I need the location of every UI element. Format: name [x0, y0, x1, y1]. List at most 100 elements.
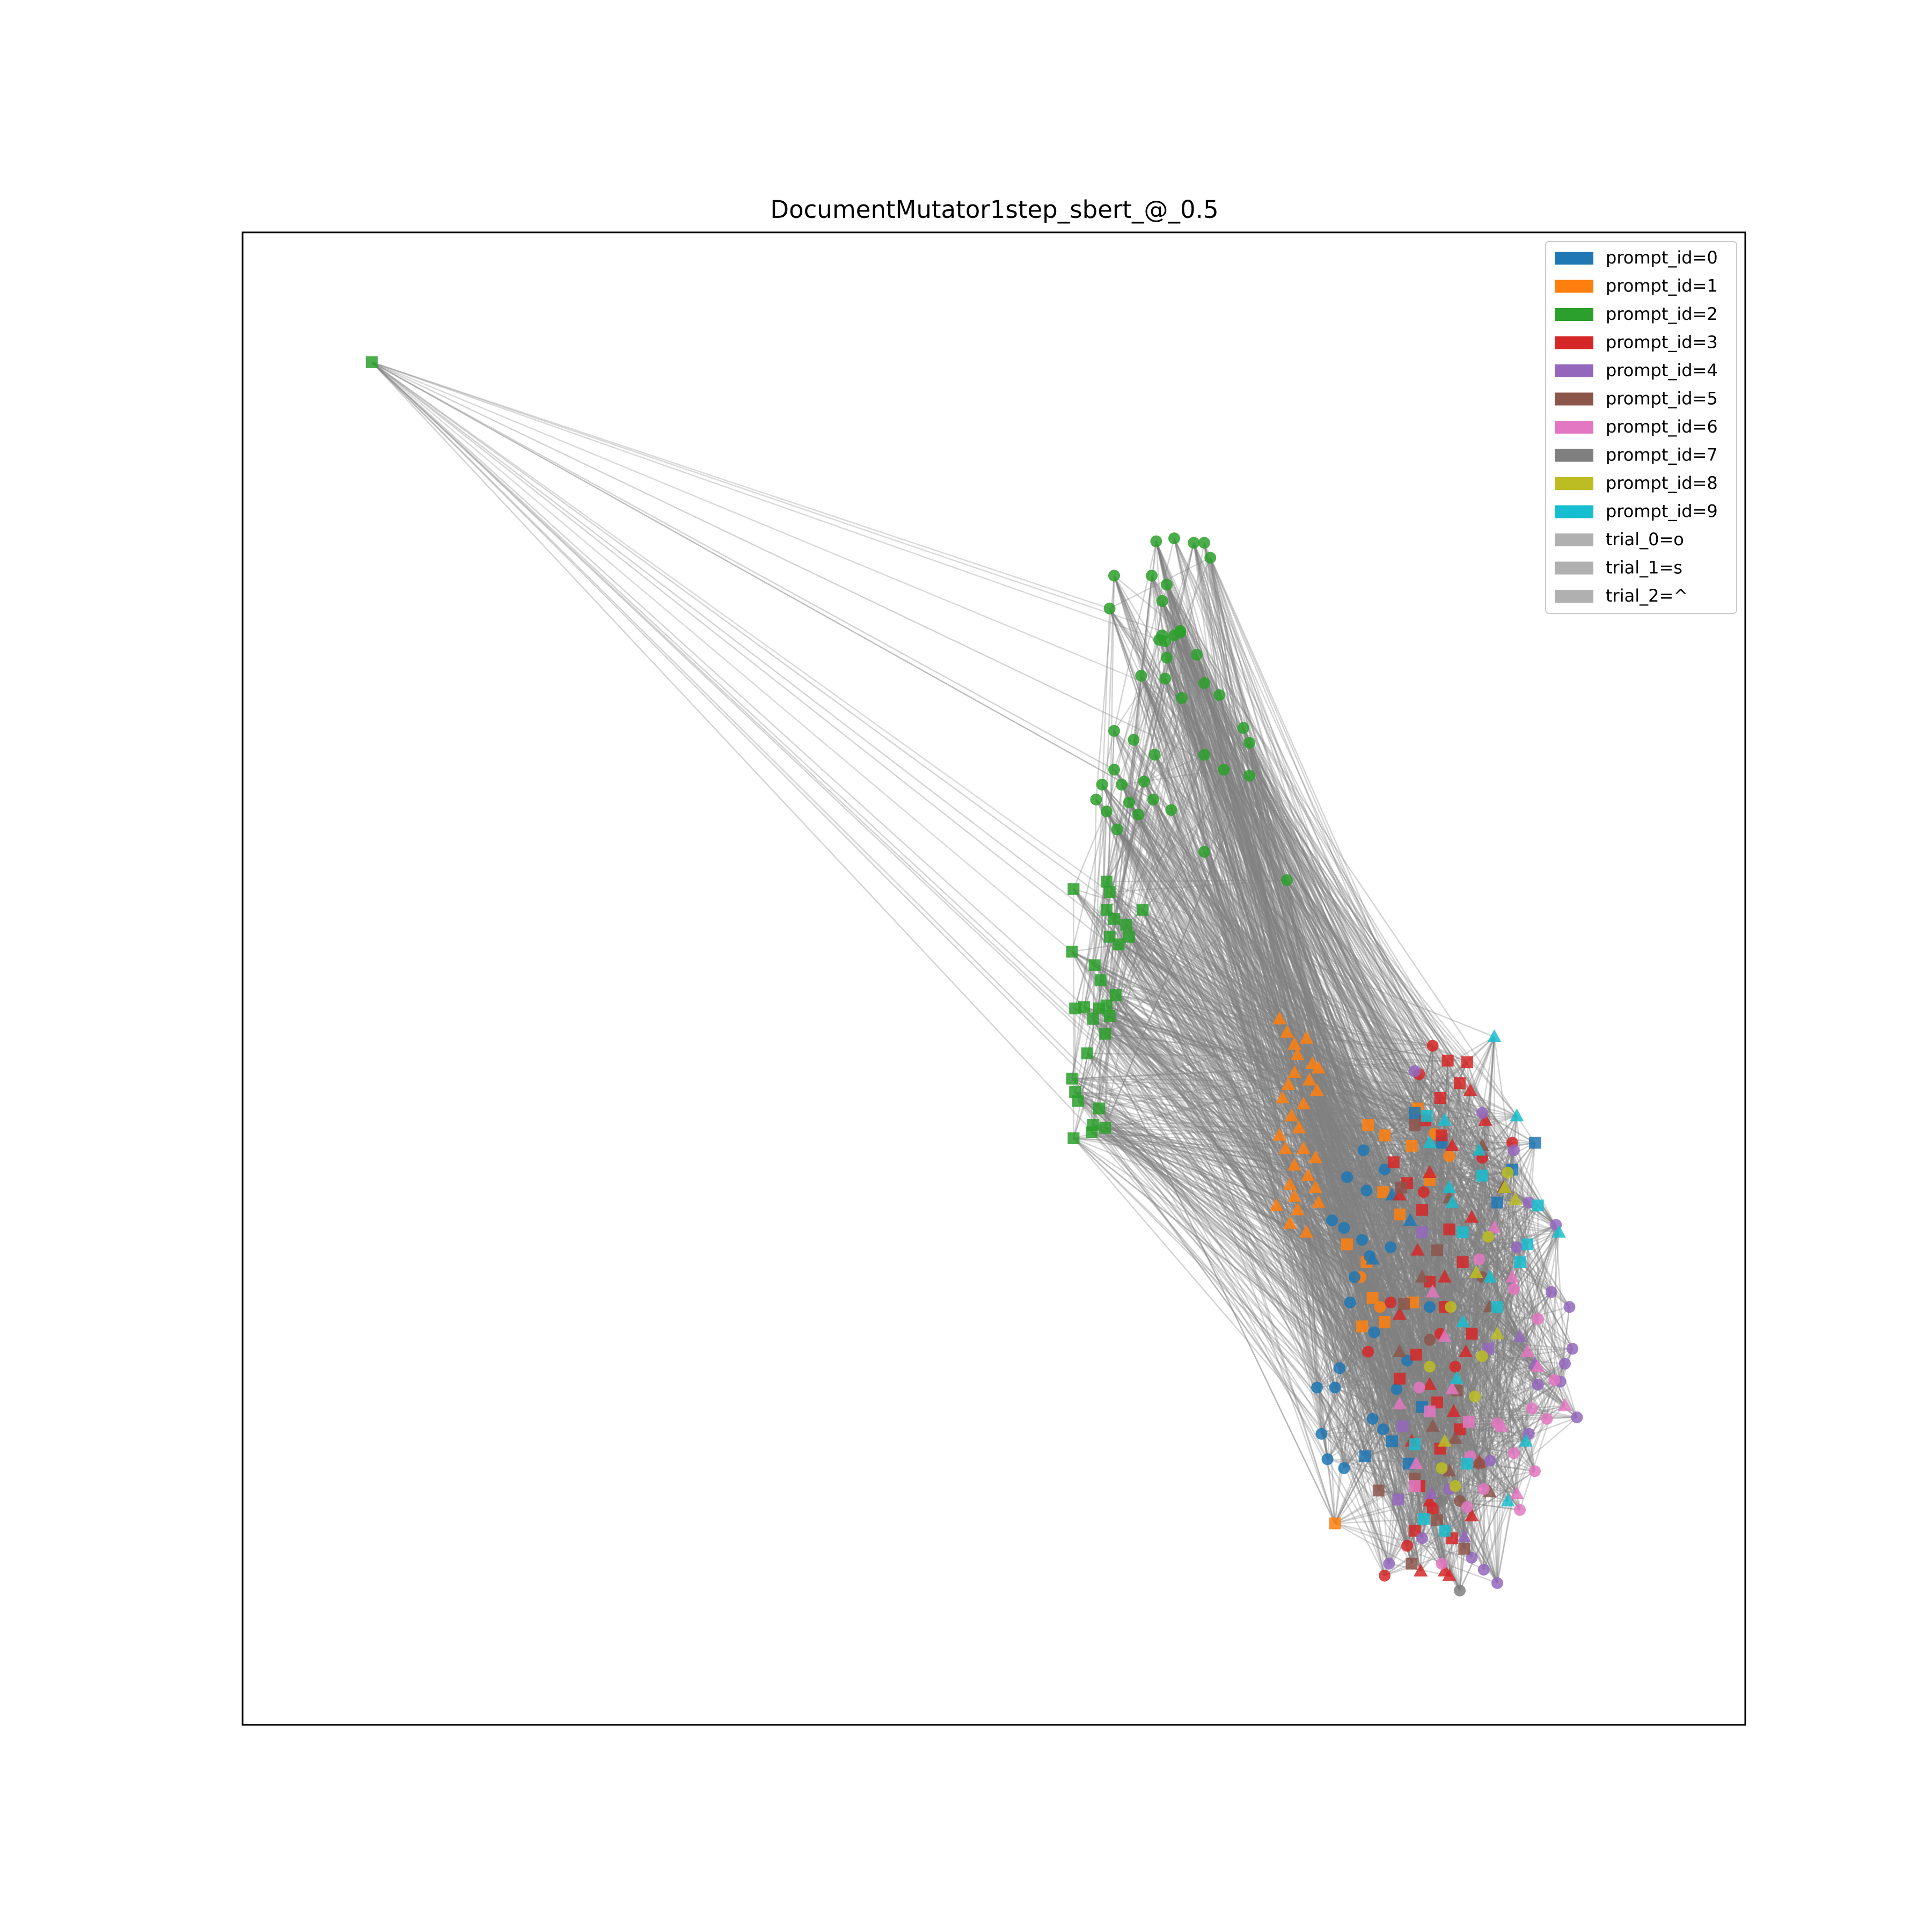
graph-edge-685: [1321, 1384, 1430, 1435]
graph-edge-2034: [1294, 1072, 1539, 1206]
graph-edge-1447: [1154, 754, 1491, 1307]
graph-edge-251: [1137, 814, 1536, 1364]
graph-edge-1675: [1113, 918, 1390, 1564]
graph-edge-2161: [1392, 1429, 1460, 1442]
graph-edge-1106: [1105, 1033, 1419, 1075]
graph-edge-1504: [1104, 1033, 1381, 1308]
graph-edge-2439: [1113, 575, 1438, 1403]
graph-edge-2261: [1331, 1220, 1408, 1546]
graph-edge-297: [1242, 727, 1456, 1367]
graph-edge-650: [1223, 769, 1410, 1464]
graph-edge-603: [1487, 1247, 1518, 1349]
graph-edge-485: [1092, 1018, 1385, 1322]
graph-edge-2500: [1314, 1158, 1345, 1468]
graph-edge-1857: [1181, 698, 1521, 1511]
graph-edge-1467: [1479, 1426, 1503, 1464]
graph-edge-2079: [1285, 1115, 1517, 1150]
graph-edge-1719: [1161, 635, 1480, 1462]
graph-edge-1743: [1218, 694, 1345, 1228]
graph-edge-546: [1109, 608, 1422, 1571]
graph-edge-2133: [1481, 1356, 1521, 1510]
graph-edge-255: [1560, 1307, 1570, 1382]
node-prompt-6-trial-2-283: [1520, 1344, 1534, 1357]
graph-edge-885: [1074, 1007, 1516, 1201]
graph-edge-1299: [1308, 1080, 1320, 1203]
graph-edge-1489: [1479, 1277, 1513, 1464]
graph-edge-310: [1203, 851, 1397, 1389]
graph-edge-2307: [1406, 1183, 1476, 1397]
graph-edge-2330: [1114, 918, 1423, 1278]
graph-edge-944: [1334, 1478, 1415, 1524]
graph-edge-1087: [1293, 1072, 1453, 1539]
node-prompt-2-trial-1-54: [1137, 904, 1149, 916]
graph-edge-2320: [1286, 880, 1384, 1430]
node-prompt-9-trial-1-317: [1417, 1513, 1430, 1525]
graph-edge-1330: [1286, 880, 1498, 1203]
graph-edge-2465: [1109, 936, 1428, 1117]
graph-edge-1251: [1479, 1262, 1521, 1464]
graph-edge-2107: [1086, 1052, 1477, 1274]
graph-edge-1177: [1429, 1180, 1463, 1322]
graph-edge-1876: [1106, 811, 1452, 1308]
node-prompt-9-trial-2-321: [1423, 1135, 1437, 1148]
graph-edge-737: [1248, 775, 1433, 1509]
graph-edge-704: [1203, 851, 1450, 1230]
graph-edge-2415: [1409, 1097, 1441, 1221]
graph-edge-336: [1327, 1227, 1345, 1460]
graph-edge-852: [1073, 1138, 1450, 1576]
graph-edge-1546: [1106, 811, 1373, 1260]
graph-edge-204: [1203, 543, 1345, 1468]
graph-edge-1238: [1128, 936, 1408, 1362]
graph-edge-1461: [1248, 742, 1423, 1233]
graph-edge-995: [1335, 1523, 1498, 1584]
graph-edge-1313: [1248, 742, 1443, 1468]
graph-edge-256: [1399, 1366, 1455, 1380]
node-prompt-0-trial-0-141: [1401, 1355, 1413, 1367]
graph-edge-71: [1306, 1232, 1533, 1409]
node-prompt-1-trial-1-106: [1379, 1129, 1391, 1141]
graph-edge-58: [1488, 1348, 1561, 1382]
graph-edge-67: [1343, 1276, 1490, 1469]
graph-edge-2455: [1140, 675, 1322, 1434]
graph-edge-2159: [1155, 541, 1380, 1491]
graph-edge-276: [1077, 754, 1205, 1101]
graph-edge-237: [1379, 1306, 1456, 1367]
graph-edge-889: [1448, 1155, 1514, 1290]
graph-edge-2422: [1181, 698, 1450, 1188]
graph-edge-850: [1121, 784, 1529, 1203]
graph-edge-1763: [1109, 936, 1461, 1430]
graph-edge-383: [1468, 1306, 1570, 1423]
legend-label-10: trial_0=o: [1606, 529, 1684, 550]
graph-edge-472: [1417, 1172, 1509, 1251]
graph-edge-2436: [1290, 1223, 1373, 1260]
graph-edge-357: [1291, 1115, 1539, 1320]
graph-edge-128: [1118, 943, 1456, 1487]
graph-edge-2168: [1071, 1078, 1548, 1419]
graph-edge-437: [1414, 1071, 1446, 1441]
graph-edge-201: [1364, 1202, 1498, 1457]
graph-edge-2099: [1399, 1232, 1560, 1352]
graph-edge-169: [1367, 1124, 1503, 1427]
graph-edge-2590: [1424, 1119, 1513, 1170]
node-prompt-3-trial-2-200: [1459, 1344, 1473, 1357]
graph-edge-2333: [1164, 641, 1393, 1441]
graph-edge-13: [1429, 1199, 1516, 1412]
graph-edge-2244: [1429, 1115, 1518, 1367]
graph-edge-1296: [1106, 799, 1154, 882]
graph-edge-2523: [1418, 1306, 1490, 1388]
graph-edge-366: [1086, 1052, 1509, 1502]
graph-edge-2485: [1390, 1302, 1521, 1511]
graph-edge-1538: [1073, 1124, 1368, 1139]
graph-edge-548: [1166, 584, 1296, 1197]
node-prompt-1-trial-1-117: [1329, 1517, 1341, 1529]
graph-edge-2569: [1109, 936, 1435, 1135]
graph-edge-216: [1116, 829, 1348, 1178]
graph-edge-1734: [1181, 698, 1570, 1307]
graph-edge-493: [1091, 698, 1183, 1133]
graph-edge-2228: [1513, 1150, 1539, 1206]
graph-edge-1722: [1144, 781, 1486, 1121]
graph-edge-2532: [1444, 1336, 1521, 1571]
graph-edge-797: [1471, 1217, 1514, 1290]
graph-edge-1659: [1166, 584, 1514, 1290]
node-prompt-9-trial-2-331: [1450, 1371, 1464, 1384]
